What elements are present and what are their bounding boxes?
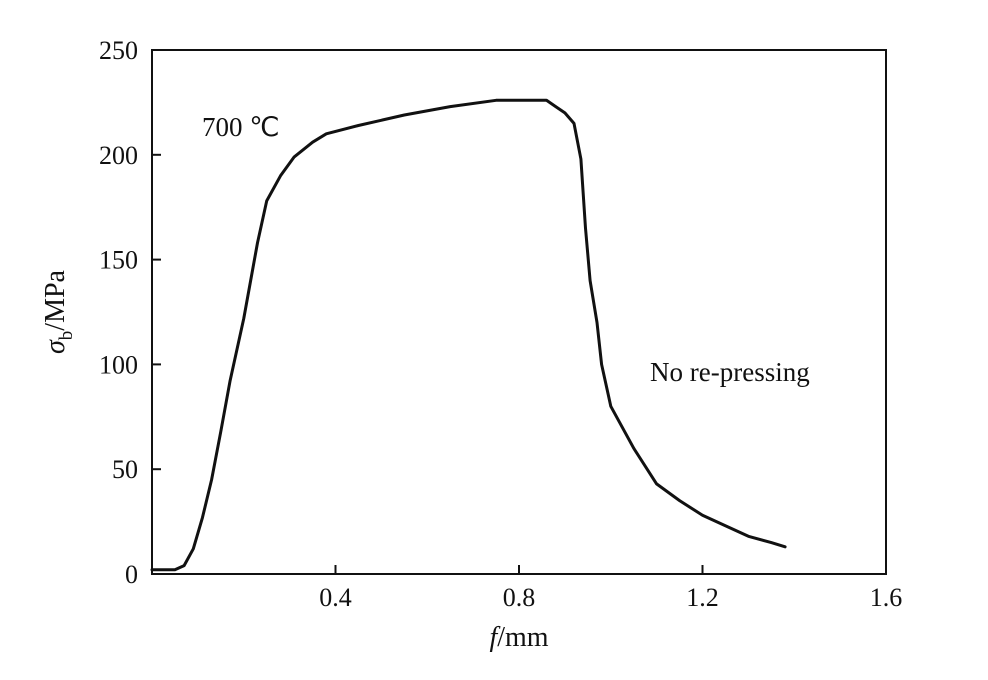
series-layer <box>150 98 787 572</box>
x-axis-label: f/mm <box>489 622 548 653</box>
series-line <box>150 98 787 572</box>
y-tick-label: 150 <box>99 246 138 275</box>
x-tick-label: 1.2 <box>686 583 719 612</box>
x-tick-label: 0.4 <box>319 583 352 612</box>
y-tick-label: 200 <box>99 141 138 170</box>
y-tick-label: 0 <box>125 560 138 589</box>
y-tick-label: 50 <box>112 455 138 484</box>
annotation-temperature: 700 ℃ <box>202 112 280 142</box>
y-tick-label: 100 <box>99 350 138 379</box>
x-tick-label: 1.6 <box>870 583 903 612</box>
y-tick-label: 250 <box>99 36 138 65</box>
plot-frame <box>151 49 887 575</box>
tick-labels: 0.4 0.8 1.2 1.6 0 50 100 150 200 250 <box>99 36 902 612</box>
annotation-no-re-pressing: No re-pressing <box>650 357 810 387</box>
x-tick-label: 0.8 <box>503 583 536 612</box>
y-axis-label: σb/MPa <box>40 269 77 354</box>
